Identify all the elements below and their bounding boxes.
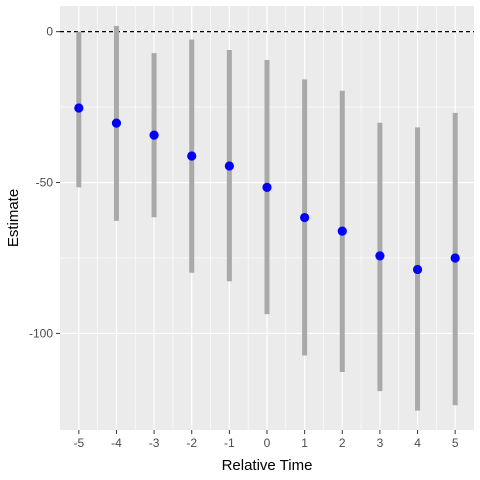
x-tick-label: -4 <box>111 436 122 450</box>
estimate-point <box>450 253 460 263</box>
estimate-point <box>149 130 159 140</box>
x-tick-label: 3 <box>377 436 384 450</box>
y-axis-title: Estimate <box>5 189 22 247</box>
x-tick-label: 2 <box>339 436 346 450</box>
y-tick-label: 0 <box>46 25 53 39</box>
y-tick-label: -50 <box>36 176 54 190</box>
x-tick-label: 5 <box>452 436 459 450</box>
x-tick-label: 0 <box>264 436 271 450</box>
x-axis-title: Relative Time <box>222 457 313 474</box>
y-axis: 0 -50 -100 <box>29 25 60 340</box>
estimate-point <box>224 161 234 171</box>
x-tick-label: -5 <box>73 436 84 450</box>
estimate-point <box>74 103 84 113</box>
points <box>74 103 460 275</box>
x-axis: -5 -4 -3 -2 -1 0 1 2 3 4 5 <box>73 430 459 450</box>
estimate-point <box>111 118 122 128</box>
estimate-point <box>187 151 197 161</box>
estimate-point <box>262 182 272 192</box>
y-tick-label: -100 <box>29 326 53 340</box>
x-tick-label: -2 <box>186 436 197 450</box>
x-tick-label: -3 <box>149 436 160 450</box>
x-tick-label: 4 <box>414 436 421 450</box>
estimate-point <box>375 251 385 261</box>
estimate-point <box>300 212 310 223</box>
x-tick-label: -1 <box>224 436 235 450</box>
estimate-point <box>337 226 347 236</box>
estimate-point <box>412 264 423 275</box>
x-tick-label: 1 <box>301 436 308 450</box>
